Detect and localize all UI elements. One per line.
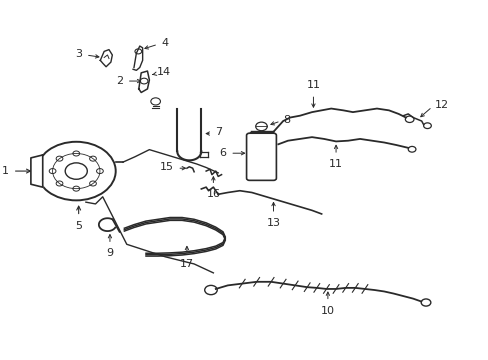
Text: 17: 17 — [180, 259, 194, 269]
Text: 12: 12 — [434, 100, 448, 110]
Text: 16: 16 — [206, 189, 220, 199]
Text: 4: 4 — [162, 38, 169, 48]
Text: 2: 2 — [116, 76, 123, 86]
Text: 13: 13 — [266, 217, 280, 228]
Polygon shape — [31, 155, 42, 187]
Text: 9: 9 — [106, 248, 113, 258]
Text: 7: 7 — [214, 127, 222, 137]
Text: 10: 10 — [320, 306, 334, 316]
Text: 14: 14 — [157, 67, 171, 77]
Text: 5: 5 — [75, 221, 82, 231]
Text: 11: 11 — [328, 159, 343, 169]
FancyBboxPatch shape — [246, 133, 276, 180]
Text: 15: 15 — [159, 162, 173, 172]
Text: 3: 3 — [75, 49, 82, 59]
Text: 6: 6 — [219, 148, 226, 158]
Text: 11: 11 — [306, 80, 320, 90]
Text: 8: 8 — [283, 115, 290, 125]
Text: 1: 1 — [2, 166, 9, 176]
